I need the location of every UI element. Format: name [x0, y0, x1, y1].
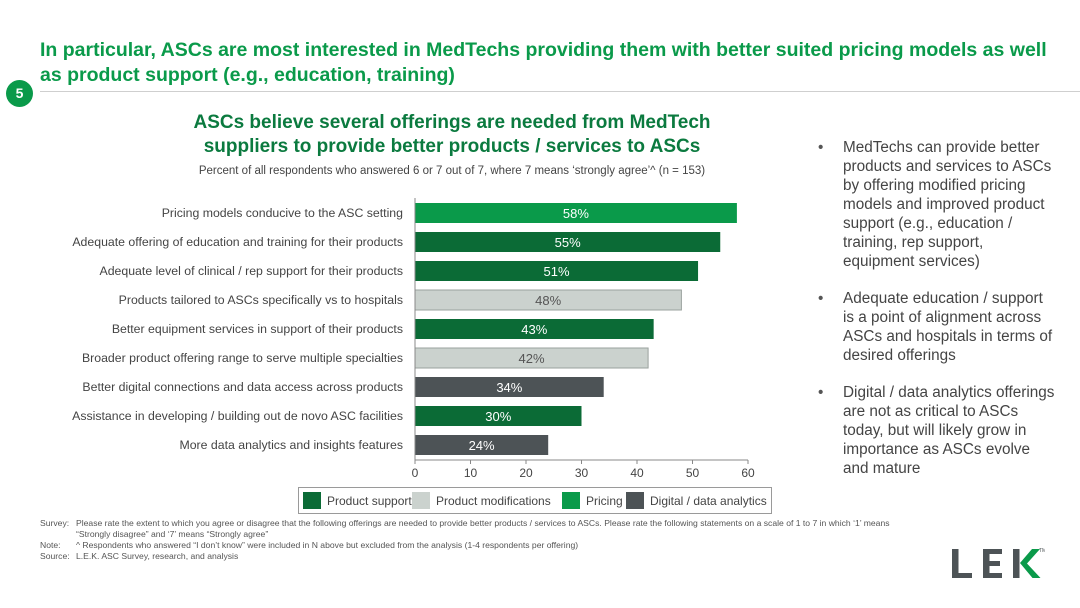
- title-divider: [40, 91, 1080, 92]
- footnotes: Survey: Please rate the extent to which y…: [40, 518, 920, 562]
- bar-value-label: 43%: [521, 322, 547, 337]
- logo-letter-k-arm: [1020, 549, 1041, 578]
- bar: [415, 377, 604, 397]
- legend-swatch: [412, 492, 430, 509]
- bar-value-label: 48%: [535, 293, 561, 308]
- takeaway-bullet: Adequate education / support is a point …: [818, 289, 1058, 365]
- page-number-badge: 5: [6, 80, 33, 107]
- category-label: Adequate level of clinical / rep support…: [100, 264, 404, 278]
- legend-label: Pricing: [586, 494, 623, 508]
- bar-value-label: 55%: [555, 235, 581, 250]
- bar: [415, 406, 582, 426]
- bar: [415, 261, 699, 281]
- chart-subtitle: Percent of all respondents who answered …: [198, 165, 706, 177]
- x-tick-label: 20: [519, 466, 533, 480]
- logo-tm: TM: [1039, 548, 1045, 554]
- category-label: More data analytics and insights feature…: [179, 438, 403, 452]
- legend-swatch: [562, 492, 580, 509]
- legend-swatch: [303, 492, 321, 509]
- key-takeaways-list: MedTechs can provide better products and…: [818, 138, 1058, 496]
- bar-value-label: 42%: [519, 351, 545, 366]
- bar: [415, 435, 549, 455]
- takeaway-bullet: Digital / data analytics offerings are n…: [818, 383, 1058, 478]
- x-tick-label: 30: [575, 466, 589, 480]
- x-tick-label: 10: [464, 466, 478, 480]
- bar-value-label: 34%: [496, 380, 522, 395]
- bar-value-label: 58%: [563, 206, 589, 221]
- x-tick-label: 50: [686, 466, 700, 480]
- category-label: Better digital connections and data acce…: [82, 380, 403, 394]
- bar-value-label: 30%: [485, 409, 511, 424]
- note: Note: ^ Respondents who answered “I don’t…: [40, 540, 579, 550]
- legend-label: Product modifications: [436, 494, 551, 508]
- bar: [415, 203, 737, 223]
- source-note: Source: L.E.K. ASC Survey, research, and …: [40, 551, 239, 561]
- bar: [415, 232, 721, 252]
- bar-value-label: 24%: [469, 438, 495, 453]
- chart-title: ASCs believe several offerings are neede…: [193, 112, 711, 157]
- category-label: Broader product offering range to serve …: [82, 351, 403, 365]
- bar: [415, 319, 654, 339]
- x-tick-label: 60: [741, 466, 755, 480]
- category-label: Pricing models conducive to the ASC sett…: [162, 206, 403, 220]
- category-label: Products tailored to ASCs specifically v…: [119, 293, 403, 307]
- takeaway-bullet: MedTechs can provide better products and…: [818, 138, 1058, 271]
- category-label: Adequate offering of education and train…: [72, 235, 403, 249]
- legend-label: Product support: [327, 494, 412, 508]
- legend-label: Digital / data analytics: [650, 494, 767, 508]
- chart-legend: Product support Product modifications Pr…: [298, 487, 772, 514]
- lek-logo: TM: [952, 548, 1045, 578]
- category-label: Assistance in developing / building out …: [72, 409, 403, 423]
- survey-note: Survey: Please rate the extent to which y…: [40, 518, 890, 539]
- x-tick-label: 0: [412, 466, 419, 480]
- legend-swatch: [626, 492, 644, 509]
- logo-letter-l: [952, 549, 972, 578]
- page-title: In particular, ASCs are most interested …: [40, 39, 1047, 86]
- category-label: Better equipment services in support of …: [112, 322, 403, 336]
- x-tick-label: 40: [630, 466, 644, 480]
- logo-letter-e: [983, 549, 1002, 578]
- bar-value-label: 51%: [544, 264, 570, 279]
- logo-letter-k-stem: [1013, 549, 1020, 578]
